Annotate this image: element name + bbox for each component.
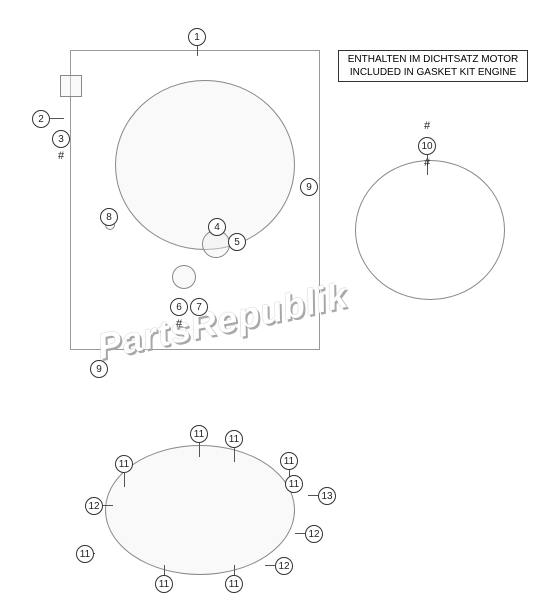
callout-circle: 13 [318, 487, 336, 505]
callout-#[interactable]: # [418, 118, 436, 134]
gasket-kit-info-box: ENTHALTEN IM DICHTSATZ MOTOR INCLUDED IN… [338, 50, 528, 82]
callout-4[interactable]: 4 [208, 218, 226, 236]
callout-11[interactable]: 11 [115, 455, 133, 473]
info-line-de: ENTHALTEN IM DICHTSATZ MOTOR [343, 53, 523, 66]
callout-#[interactable]: # [418, 155, 436, 171]
leader-line [234, 448, 235, 462]
callout-6[interactable]: 6 [170, 298, 188, 316]
callout-2[interactable]: 2 [32, 110, 50, 128]
callout-circle: 11 [225, 430, 243, 448]
callout-circle: 11 [225, 575, 243, 593]
hash-icon: # [418, 118, 436, 134]
callout-1[interactable]: 1 [188, 28, 206, 46]
callout-circle: 11 [76, 545, 94, 563]
callout-5[interactable]: 5 [228, 233, 246, 251]
callout-circle: 6 [170, 298, 188, 316]
callout-12[interactable]: 12 [85, 497, 103, 515]
callout-9[interactable]: 9 [300, 178, 318, 196]
leader-line [295, 533, 305, 534]
leader-line [164, 565, 165, 575]
hash-icon: # [170, 316, 188, 332]
callout-11[interactable]: 11 [190, 425, 208, 443]
callout-10[interactable]: 10 [418, 137, 436, 155]
info-line-en: INCLUDED IN GASKET KIT ENGINE [343, 66, 523, 79]
callout-11[interactable]: 11 [285, 475, 303, 493]
callout-circle: 2 [32, 110, 50, 128]
hash-icon: # [418, 155, 436, 171]
filler-cap [60, 75, 82, 97]
callout-circle: 5 [228, 233, 246, 251]
callout-7[interactable]: 7 [190, 298, 208, 316]
callout-circle: 4 [208, 218, 226, 236]
callout-circle: 11 [155, 575, 173, 593]
callout-circle: 11 [190, 425, 208, 443]
callout-circle: 9 [300, 178, 318, 196]
callout-circle: 11 [285, 475, 303, 493]
callout-11[interactable]: 11 [155, 575, 173, 593]
callout-circle: 9 [90, 360, 108, 378]
clutch-cover-main [115, 80, 295, 250]
callout-11[interactable]: 11 [225, 575, 243, 593]
leader-line [234, 565, 235, 575]
callout-circle: 7 [190, 298, 208, 316]
callout-13[interactable]: 13 [318, 487, 336, 505]
hash-icon: # [52, 148, 70, 164]
callout-circle: 12 [85, 497, 103, 515]
callout-12[interactable]: 12 [275, 557, 293, 575]
callout-circle: 12 [305, 525, 323, 543]
callout-9[interactable]: 9 [90, 360, 108, 378]
callout-11[interactable]: 11 [280, 452, 298, 470]
leader-line [124, 473, 125, 487]
leader-line [103, 505, 113, 506]
seal-ring [172, 265, 196, 289]
callout-12[interactable]: 12 [305, 525, 323, 543]
callout-circle: 8 [100, 208, 118, 226]
callout-circle: 12 [275, 557, 293, 575]
callout-circle: 3 [52, 130, 70, 148]
callout-8[interactable]: 8 [100, 208, 118, 226]
callout-circle: 10 [418, 137, 436, 155]
callout-circle: 11 [115, 455, 133, 473]
leader-line [308, 495, 318, 496]
callout-#[interactable]: # [52, 148, 70, 164]
leader-line [197, 46, 198, 56]
callout-11[interactable]: 11 [225, 430, 243, 448]
gasket-outline [355, 160, 505, 300]
outer-cover [105, 445, 295, 575]
callout-circle: 1 [188, 28, 206, 46]
leader-line [50, 118, 64, 119]
diagram-canvas: ENTHALTEN IM DICHTSATZ MOTOR INCLUDED IN… [0, 0, 547, 614]
callout-11[interactable]: 11 [76, 545, 94, 563]
callout-#[interactable]: # [170, 316, 188, 332]
leader-line [199, 443, 200, 457]
callout-3[interactable]: 3 [52, 130, 70, 148]
leader-line [265, 565, 275, 566]
callout-circle: 11 [280, 452, 298, 470]
